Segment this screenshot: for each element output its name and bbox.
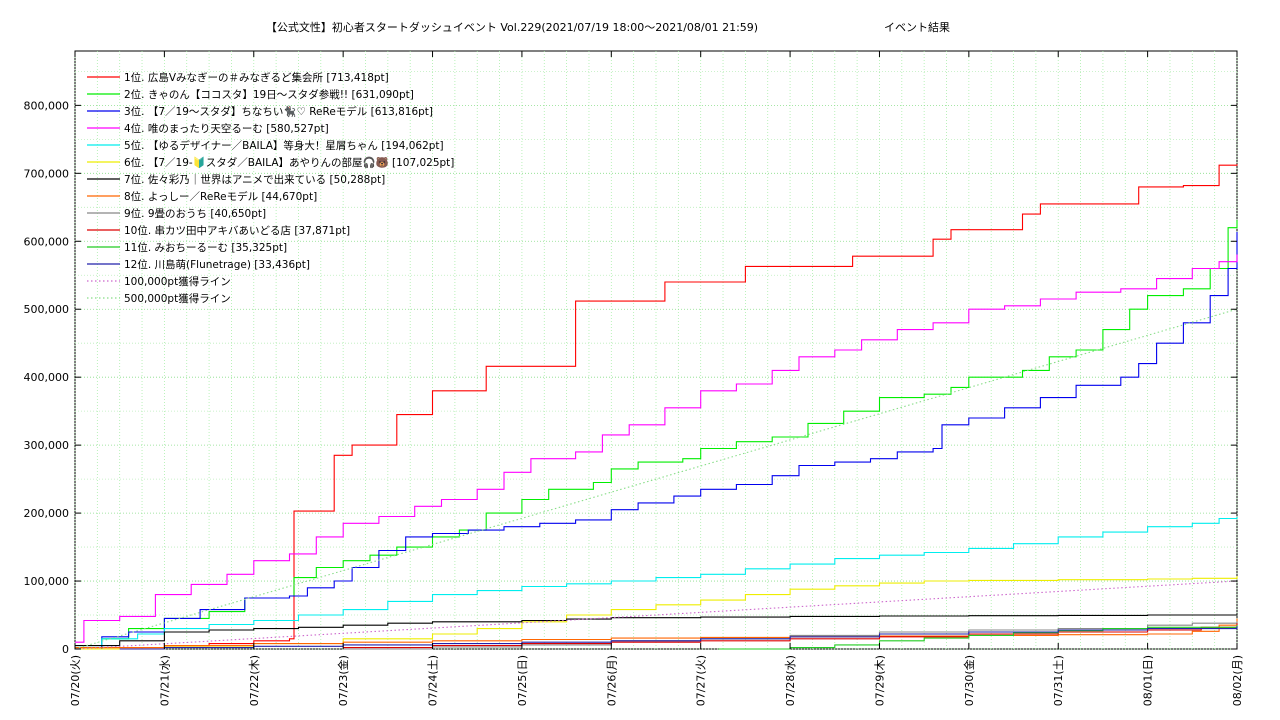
- y-tick-label: 100,000: [24, 575, 70, 588]
- legend-label-5: 5位. 【ゆるデザイナー／BAILA】等身大！星屑ちゃん [194,062pt]: [124, 139, 444, 152]
- series-line-2: [75, 220, 1238, 650]
- y-tick-label: 300,000: [24, 439, 70, 452]
- y-tick-label: 200,000: [24, 507, 70, 520]
- series-line-14: [74, 308, 1238, 650]
- legend-label-13: 100,000pt獲得ライン: [124, 275, 231, 288]
- legend-label-9: 9位. 9畳のおうち [40,650pt]: [124, 207, 266, 220]
- series-line-4: [75, 254, 1238, 643]
- legend-label-4: 4位. 唯のまったり天空るーむ [580,527pt]: [124, 122, 329, 135]
- x-tick-label: 07/20(火): [69, 655, 82, 706]
- chart-title-suffix: イベント結果: [884, 20, 950, 34]
- y-tick-label: 700,000: [24, 167, 70, 180]
- legend-label-2: 2位. きゃのん【ココスタ】19日〜スタダ参戦!! [631,090pt]: [124, 88, 414, 101]
- y-tick-label: 0: [62, 643, 69, 656]
- x-tick-label: 07/21(水): [158, 655, 171, 706]
- legend-label-14: 500,000pt獲得ライン: [124, 292, 231, 305]
- chart-title: 【公式文性】初心者スタートダッシュイベント Vol.229(2021/07/19…: [266, 20, 758, 34]
- x-tick-label: 07/30(金): [962, 655, 976, 706]
- x-tick-label: 07/29(木): [873, 655, 886, 706]
- x-tick-label: 07/24(土): [427, 655, 440, 706]
- legend-label-12: 12位. 川島萌(Flunetrage) [33,436pt]: [124, 258, 310, 271]
- grid-lines: [74, 51, 1238, 650]
- x-tick-label: 07/26(月): [605, 655, 618, 706]
- x-tick-label: 07/22(木): [248, 655, 261, 706]
- legend-label-6: 6位. 【7／19-🔰スタダ／BAILA】あやりんの部屋🎧🐻 [107,025p…: [124, 156, 454, 169]
- series-line-3: [75, 231, 1238, 650]
- y-tick-label: 600,000: [24, 235, 70, 248]
- y-tick-label: 500,000: [24, 303, 70, 316]
- legend-label-7: 7位. 佐々彩乃｜世界はアニメで出来ている [50,288pt]: [124, 173, 385, 186]
- series-line-12: [119, 626, 1238, 650]
- legend-label-3: 3位. 【7／19〜スタダ】ちなちい🐈‍⬛♡ ReReモデル [613,816p…: [124, 105, 433, 118]
- series-line-11: [718, 625, 1238, 650]
- x-tick-label: 08/01(日): [1142, 655, 1155, 706]
- x-tick-label: 07/23(金): [336, 655, 350, 706]
- x-tick-label: 07/27(火): [695, 655, 708, 706]
- y-tick-label: 800,000: [24, 99, 70, 112]
- series-line-6: [75, 576, 1238, 650]
- series-line-5: [75, 517, 1238, 647]
- x-tick-label: 07/28(水): [784, 655, 797, 706]
- series-line-7: [75, 614, 1238, 647]
- legend-label-11: 11位. みおちーるーむ [35,325pt]: [124, 241, 287, 254]
- x-tick-label: 07/31(土): [1052, 655, 1065, 706]
- legend-label-10: 10位. 串カツ田中アキバあいどる店 [37,871pt]: [124, 224, 350, 237]
- legend-label-8: 8位. よっしー／ReReモデル [44,670pt]: [124, 190, 317, 203]
- legend: 1位. 広島Vみなぎーの＃みなぎるど集会所 [713,418pt] 2位. きゃの…: [87, 71, 454, 305]
- axes: 0 100,000 200,000 300,000 400,000 500,000 600,…: [24, 51, 1244, 706]
- legend-label-1: 1位. 広島Vみなぎーの＃みなぎるど集会所 [713,418pt]: [124, 71, 389, 84]
- x-tick-label: 07/25(日): [516, 655, 529, 706]
- x-tick-label: 08/02(月): [1231, 655, 1244, 706]
- y-tick-label: 400,000: [24, 371, 70, 384]
